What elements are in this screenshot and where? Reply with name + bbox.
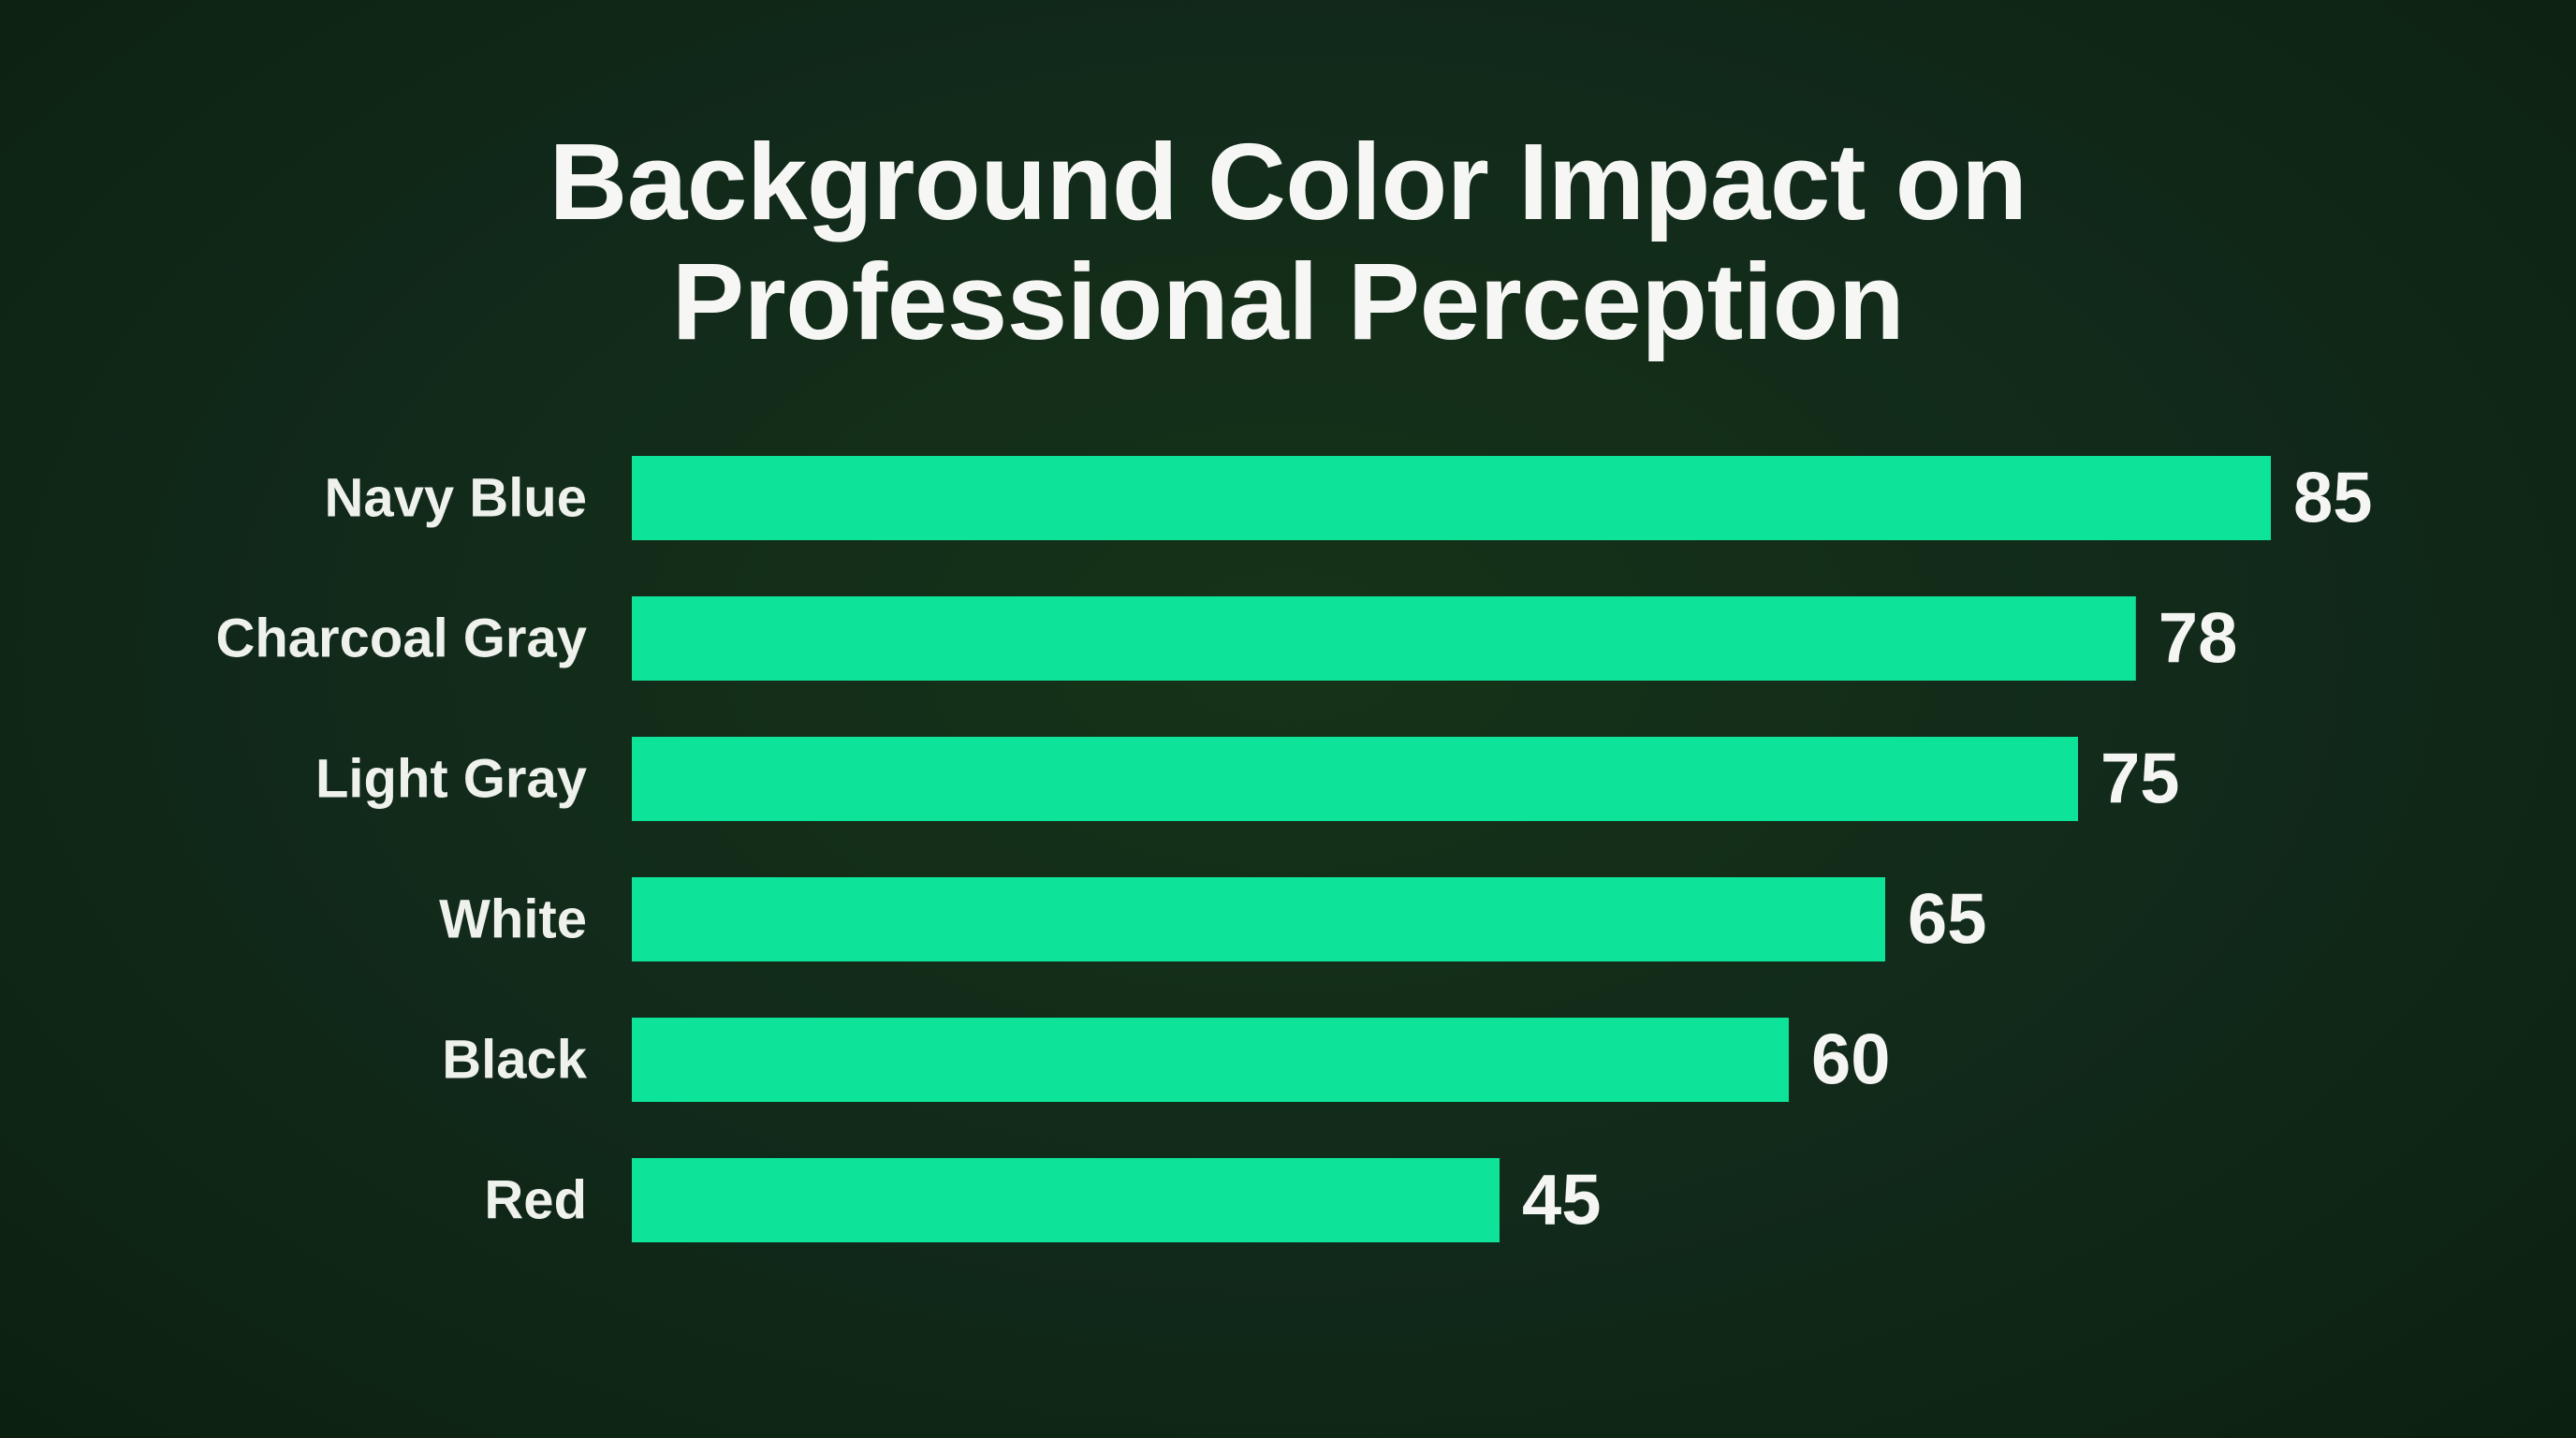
bar-row: Charcoal Gray 78: [215, 596, 2237, 681]
value-label: 85: [2293, 459, 2373, 538]
bar-row: Navy Blue 85: [325, 456, 2373, 540]
category-label: Light Gray: [315, 749, 587, 810]
bar-row: White 65: [439, 877, 1987, 961]
chart-title-line-1: Background Color Impact on: [549, 121, 2027, 242]
value-label: 45: [1522, 1161, 1602, 1240]
category-label: Navy Blue: [325, 468, 587, 529]
category-label: Charcoal Gray: [215, 609, 587, 669]
value-label: 65: [1908, 880, 1987, 960]
bar-row: Black 60: [442, 1018, 1891, 1102]
bar: [632, 1158, 1500, 1242]
bar: [632, 596, 2136, 681]
bar: [632, 877, 1885, 961]
value-label: 78: [2159, 599, 2238, 679]
chart-title: Background Color Impact on Professional …: [0, 122, 2576, 361]
category-label: Black: [442, 1030, 588, 1091]
bar: [632, 456, 2271, 540]
bar: [632, 1018, 1789, 1102]
value-label: 60: [1811, 1020, 1891, 1100]
bar: [632, 737, 2078, 821]
value-label: 75: [2100, 740, 2180, 819]
category-label: White: [439, 889, 587, 950]
bar-row: Red 45: [484, 1158, 1602, 1242]
bar-row: Light Gray 75: [315, 737, 2180, 821]
chart-title-line-2: Professional Perception: [671, 241, 1905, 362]
category-label: Red: [484, 1170, 587, 1231]
